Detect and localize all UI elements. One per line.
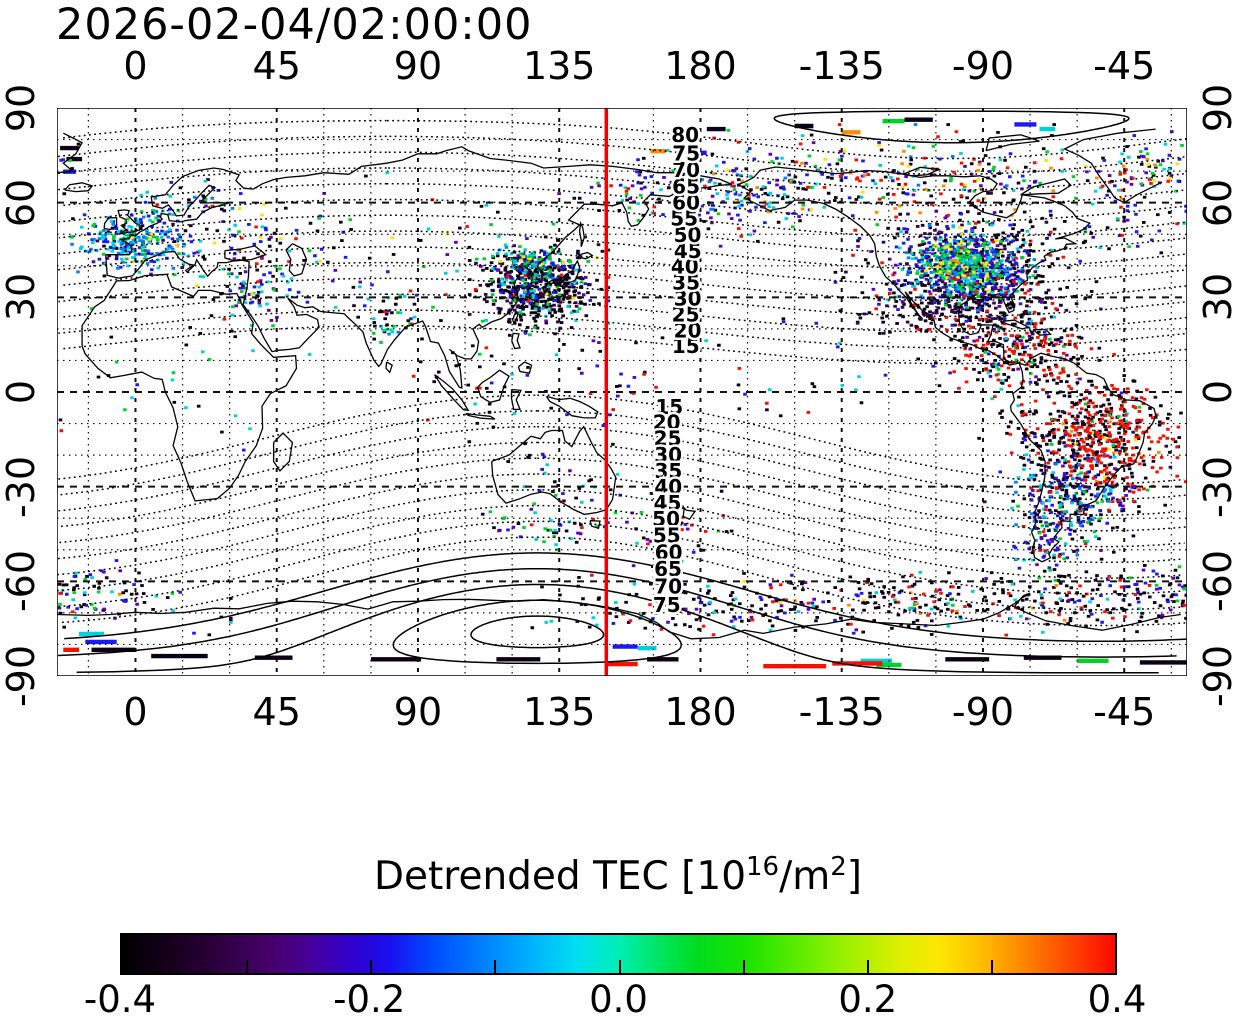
colorbar-gradient: [120, 933, 1117, 975]
maglat-contour-label: 55: [670, 207, 698, 231]
colorbar-tick-label: 0.4: [1087, 978, 1147, 1021]
colorbar-tick: [990, 960, 993, 973]
maglat-contour-label: 40: [654, 475, 682, 499]
lon-tick-label: 135: [522, 44, 596, 88]
lon-tick-label: -90: [951, 690, 1015, 734]
maglat-contour-label: 35: [672, 271, 700, 295]
lon-tick-label: 45: [252, 690, 301, 734]
maglat-contour-label: 80: [671, 123, 699, 147]
maglat-contour-label: 75: [672, 141, 700, 165]
maglat-contour-label: 20: [653, 411, 681, 435]
maglat-contour-label: 30: [674, 287, 702, 311]
coastline-layer: [57, 128, 1181, 640]
graticule-layer: [57, 108, 1187, 676]
colorbar-title-text: Detrended TEC [10: [373, 854, 747, 899]
lon-tick-label: 45: [252, 44, 301, 88]
maglat-contour-label: 65: [672, 175, 700, 199]
maglat-contour-label: 50: [652, 507, 680, 531]
lon-tick-label: 90: [393, 44, 443, 88]
colorbar-title-mid: /m: [779, 854, 831, 899]
colorbar-tick: [494, 960, 497, 973]
colorbar-tick: [246, 960, 249, 973]
lon-tick-label: -90: [951, 44, 1015, 88]
maglat-contour-label: 25: [654, 427, 682, 451]
colorbar-tick-label: -0.4: [83, 978, 157, 1021]
maglat-contour-label: 70: [672, 158, 700, 182]
plot-title: 2026-02-04/02:00:00: [56, 0, 533, 50]
lon-tick-label: 180: [664, 690, 737, 734]
maglat-label-layer: 1520253035404550556065707580152025303540…: [650, 121, 705, 620]
colorbar-title-suffix: ]: [846, 854, 863, 899]
colorbar-tick-label: 0.2: [838, 978, 898, 1021]
maglat-contour-label: 30: [654, 443, 682, 467]
maglat-contour-label: 55: [653, 524, 681, 548]
colorbar-title-sup2: 2: [830, 852, 847, 882]
lon-tick-label: 90: [393, 690, 443, 734]
maglat-contour-label: 65: [654, 557, 682, 581]
maglat-contour-label: 15: [655, 395, 683, 419]
lon-tick-label: 0: [123, 44, 148, 88]
maglat-contour-label: 45: [654, 491, 682, 515]
lon-tick-label: 180: [664, 44, 737, 88]
maglat-contour-label: 75: [653, 593, 681, 617]
maglat-contour-label: 45: [674, 239, 702, 263]
colorbar-tick: [370, 960, 373, 973]
colorbar-tick: [866, 960, 869, 973]
colorbar-tick: [618, 960, 621, 973]
colorbar-title: Detrended TEC [1016/m2]: [0, 852, 1236, 899]
colorbar-title-sup1: 16: [746, 852, 780, 882]
lon-tick-label: -45: [1093, 44, 1156, 88]
lon-tick-label: -135: [798, 44, 885, 88]
lon-tick-label: 0: [123, 690, 148, 734]
maglat-contour-label: 60: [655, 540, 683, 564]
lon-tick-label: 135: [522, 690, 596, 734]
maglat-contour-label: 35: [654, 459, 682, 483]
lon-tick-label: -135: [798, 690, 885, 734]
maglat-contour-label: 70: [654, 575, 682, 599]
maglat-contour-label: 25: [672, 302, 700, 326]
colorbar-tick-label: -0.2: [333, 978, 406, 1021]
colorbar-tick-label: 0.0: [589, 978, 648, 1021]
maglat-contour-label: 60: [672, 191, 700, 215]
maglat-contour-label: 40: [671, 255, 699, 279]
maglat-contour-label: 15: [672, 334, 700, 358]
maglat-contour-label: 20: [674, 319, 702, 343]
lon-tick-label: -45: [1093, 690, 1156, 734]
colorbar-tick: [742, 960, 745, 973]
maglat-contour-label: 50: [674, 223, 702, 247]
